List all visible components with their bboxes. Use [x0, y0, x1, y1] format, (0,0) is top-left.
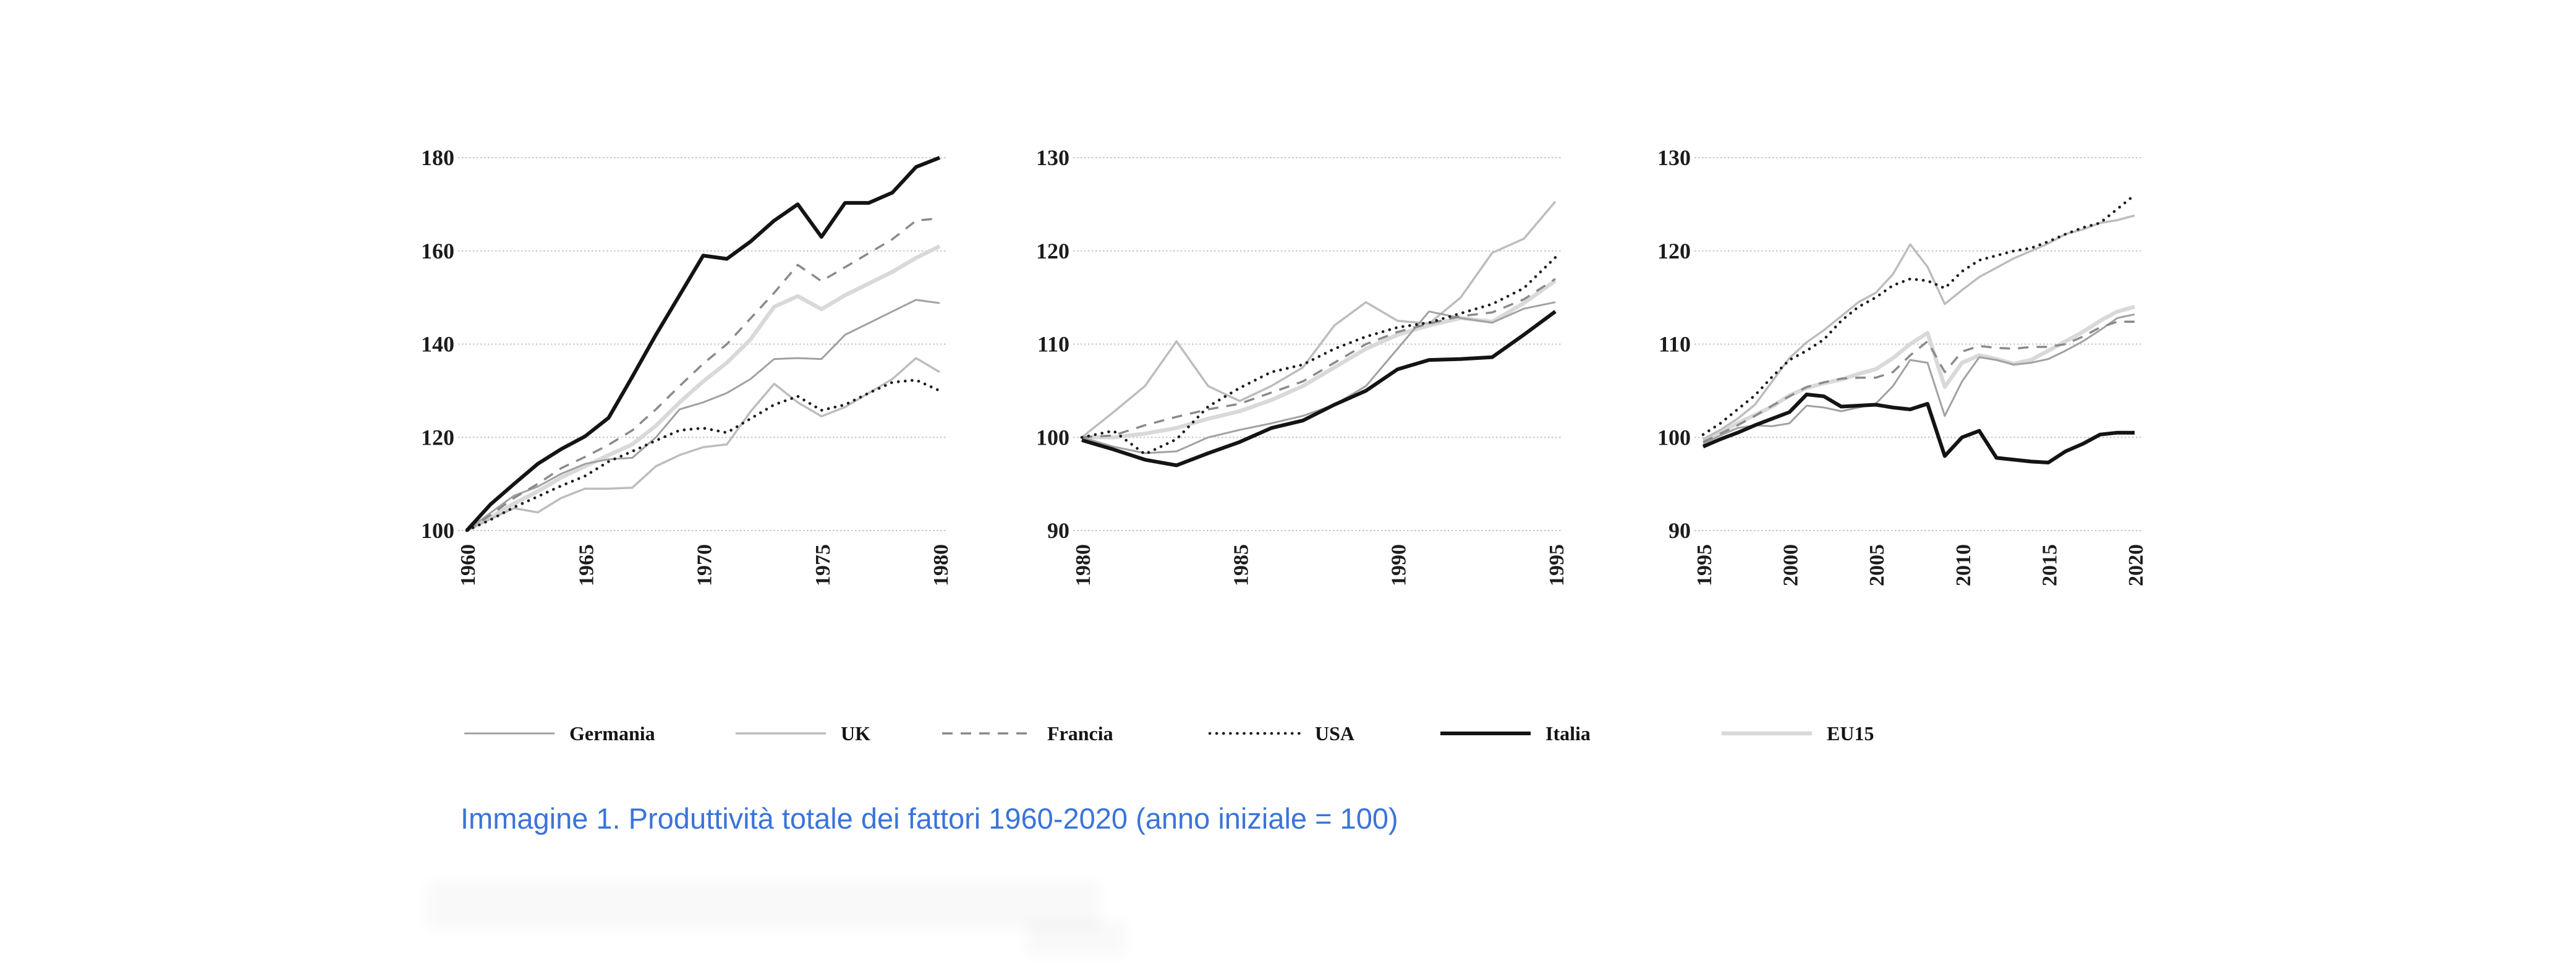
legend-swatch-uk-line: [736, 732, 826, 735]
y-axis-label: 100: [1036, 425, 1069, 450]
series-line-usa: [1080, 256, 1557, 456]
legend-label: Italia: [1545, 722, 1591, 745]
legend-label: Germania: [569, 722, 655, 745]
legend-item-uk: UK: [734, 716, 870, 751]
series-line-germania: [466, 299, 940, 532]
series-line-italia: [465, 156, 941, 532]
legend-label: USA: [1315, 722, 1355, 745]
series-line-uk: [1702, 214, 2135, 440]
series-line-germania: [1702, 313, 2135, 445]
x-axis-label: 2015: [2038, 544, 2061, 586]
x-axis-label: 2020: [2125, 544, 2148, 586]
chart-tfp-1980-1995: 90 100 110 120 130 1980 1985 1990 1995: [1008, 142, 1573, 621]
legend-label: Francia: [1047, 722, 1113, 745]
x-axis-label: 1980: [1072, 544, 1095, 586]
y-axis-label: 110: [1659, 332, 1691, 357]
y-axis-label: 100: [421, 518, 454, 543]
y-axis-label: 100: [1657, 425, 1691, 450]
legend-item-eu15: EU15: [1720, 716, 1874, 751]
x-axis-label: 2010: [1952, 544, 1975, 586]
y-axis-label: 120: [1036, 239, 1069, 263]
series-line-germania: [1081, 301, 1556, 455]
y-axis-label: 110: [1037, 332, 1069, 357]
figure-caption: Immagine 1. Produttività totale dei fatt…: [461, 802, 1398, 835]
legend-swatch-germania-line: [464, 732, 555, 735]
series-line-eu15: [465, 244, 941, 532]
x-axis-label: 1980: [930, 544, 953, 586]
line-chart-svg: 100 120 140 160 180 1960 1965 1970 1975 1980: [421, 145, 953, 586]
y-axis-label: 130: [1657, 145, 1691, 170]
x-axis-label: 1985: [1230, 544, 1252, 586]
chart-tfp-1960-1980: 100 120 140 160 180 1960 1965 1970 1975 1980: [393, 142, 958, 621]
y-axis-label: 140: [421, 332, 454, 357]
y-axis-label: 160: [421, 239, 454, 263]
y-axis-label: 90: [1668, 518, 1691, 543]
legend-swatch-usa-line: [1209, 732, 1301, 735]
x-axis-label: 1970: [694, 544, 716, 586]
series-line-usa: [465, 378, 942, 532]
legend-label: EU15: [1827, 722, 1874, 745]
y-axis-label: 180: [421, 145, 454, 170]
x-axis-label: 1995: [1545, 544, 1568, 586]
x-axis-label: 1990: [1388, 544, 1411, 586]
y-axis-label: 130: [1036, 145, 1069, 170]
faint-artifact: [1026, 920, 1125, 956]
x-axis-label: 2005: [1866, 544, 1889, 586]
x-axis-label: 1965: [575, 544, 598, 586]
legend-swatch-italia-line: [1440, 732, 1531, 735]
x-axis-label: 1960: [457, 544, 480, 586]
series-line-italia: [1081, 310, 1557, 467]
y-axis-label: 120: [1657, 239, 1691, 263]
legend: Germania UK Francia USA Italia EU15: [0, 716, 2576, 753]
legend-item-germania: Germania: [463, 716, 655, 751]
legend-item-usa: USA: [1209, 716, 1354, 751]
chart-tfp-1995-2020: 90 100 110 120 130 1995 2000 2005 2010 2015 2020: [1629, 142, 2161, 621]
y-axis-label: 120: [421, 425, 454, 450]
x-axis-label: 2000: [1780, 544, 1803, 586]
legend-item-francia: Francia: [941, 716, 1113, 751]
series-line-francia: [1081, 278, 1556, 439]
series-line-francia: [1702, 320, 2135, 443]
y-axis-label: 90: [1047, 518, 1069, 543]
x-axis-label: 1975: [812, 544, 835, 586]
legend-swatch-eu15-line: [1722, 731, 1812, 736]
series-line-francia: [466, 217, 940, 532]
series-line-italia: [1702, 392, 2135, 464]
legend-item-italia: Italia: [1439, 716, 1591, 751]
series-line-uk: [1081, 200, 1557, 438]
legend-label: UK: [841, 722, 870, 745]
legend-swatch-francia-line: [942, 732, 1032, 735]
line-chart-svg: 90 100 110 120 130 1995 2000 2005 2010 2015 2020: [1657, 145, 2148, 586]
line-chart-svg: 90 100 110 120 130 1980 1985 1990 1995: [1036, 145, 1568, 586]
faint-artifact: [427, 881, 1100, 929]
x-axis-label: 1995: [1693, 544, 1716, 586]
series-line-usa: [1701, 194, 2136, 437]
